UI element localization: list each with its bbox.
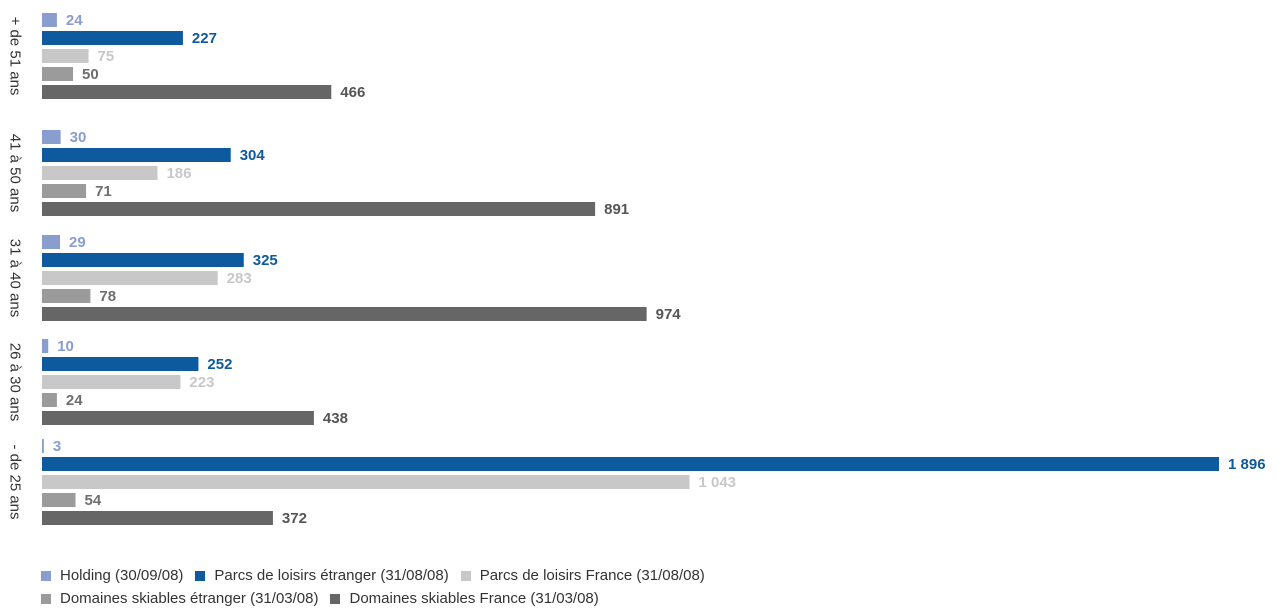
value-label-41-a-50-ans-series-3: 71 xyxy=(95,183,112,200)
bar-41-a-50-ans-series-0 xyxy=(42,130,61,144)
value-label-de-25-ans-series-2: 1 043 xyxy=(698,474,736,491)
value-label-26-a-30-ans-series-4: 438 xyxy=(323,410,348,427)
value-label-de-25-ans-series-4: 372 xyxy=(282,510,307,527)
bar-41-a-50-ans-series-4 xyxy=(42,202,596,216)
bar-de-51-ans-series-4 xyxy=(42,85,332,99)
value-label-26-a-30-ans-series-2: 223 xyxy=(189,374,214,391)
category-label-41-a-50-ans: 41 à 50 ans xyxy=(7,134,24,212)
bar-26-a-30-ans-series-1 xyxy=(42,357,199,371)
bar-31-a-40-ans-series-0 xyxy=(42,235,61,249)
value-label-41-a-50-ans-series-2: 186 xyxy=(166,165,191,182)
value-label-de-51-ans-series-3: 50 xyxy=(82,66,99,83)
bar-26-a-30-ans-series-2 xyxy=(42,375,181,389)
value-label-de-51-ans-series-4: 466 xyxy=(340,84,365,101)
value-label-31-a-40-ans-series-4: 974 xyxy=(656,306,682,323)
value-label-de-25-ans-series-3: 54 xyxy=(85,492,102,509)
bar-de-51-ans-series-0 xyxy=(42,13,57,27)
value-label-41-a-50-ans-series-1: 304 xyxy=(240,147,266,164)
category-label-31-a-40-ans: 31 à 40 ans xyxy=(7,239,24,317)
bar-26-a-30-ans-series-0 xyxy=(42,339,49,353)
value-label-31-a-40-ans-series-2: 283 xyxy=(227,270,252,287)
value-label-26-a-30-ans-series-3: 24 xyxy=(66,392,83,409)
bar-de-25-ans-series-4 xyxy=(42,511,273,525)
bar-31-a-40-ans-series-1 xyxy=(42,253,244,267)
bar-de-25-ans-series-3 xyxy=(42,493,76,507)
value-label-31-a-40-ans-series-3: 78 xyxy=(99,288,116,305)
bar-31-a-40-ans-series-3 xyxy=(42,289,91,303)
bar-de-25-ans-series-1 xyxy=(42,457,1219,471)
value-label-de-51-ans-series-1: 227 xyxy=(192,30,217,47)
value-label-26-a-30-ans-series-0: 10 xyxy=(57,338,74,355)
value-label-31-a-40-ans-series-1: 325 xyxy=(253,252,278,269)
value-label-de-25-ans-series-0: 3 xyxy=(53,438,61,455)
value-label-41-a-50-ans-series-4: 891 xyxy=(604,201,629,218)
bar-41-a-50-ans-series-2 xyxy=(42,166,158,180)
bar-26-a-30-ans-series-4 xyxy=(42,411,314,425)
category-label-de-51-ans: + de 51 ans xyxy=(7,17,24,96)
bar-41-a-50-ans-series-3 xyxy=(42,184,87,198)
bar-31-a-40-ans-series-4 xyxy=(42,307,647,321)
bar-26-a-30-ans-series-3 xyxy=(42,393,57,407)
bar-31-a-40-ans-series-2 xyxy=(42,271,218,285)
bar-41-a-50-ans-series-1 xyxy=(42,148,231,162)
bar-de-25-ans-series-0 xyxy=(42,439,44,453)
value-label-de-25-ans-series-1: 1 896 xyxy=(1228,456,1266,473)
value-label-26-a-30-ans-series-1: 252 xyxy=(207,356,232,373)
value-label-41-a-50-ans-series-0: 30 xyxy=(70,129,87,146)
bar-de-25-ans-series-2 xyxy=(42,475,690,489)
value-label-31-a-40-ans-series-0: 29 xyxy=(69,234,86,251)
category-label-26-a-30-ans: 26 à 30 ans xyxy=(7,343,24,421)
bar-de-51-ans-series-3 xyxy=(42,67,74,81)
category-label-de-25-ans: - de 25 ans xyxy=(7,444,24,519)
value-label-de-51-ans-series-2: 75 xyxy=(98,48,115,65)
value-label-de-51-ans-series-0: 24 xyxy=(66,12,83,29)
bar-de-51-ans-series-2 xyxy=(42,49,89,63)
bar-de-51-ans-series-1 xyxy=(42,31,183,45)
